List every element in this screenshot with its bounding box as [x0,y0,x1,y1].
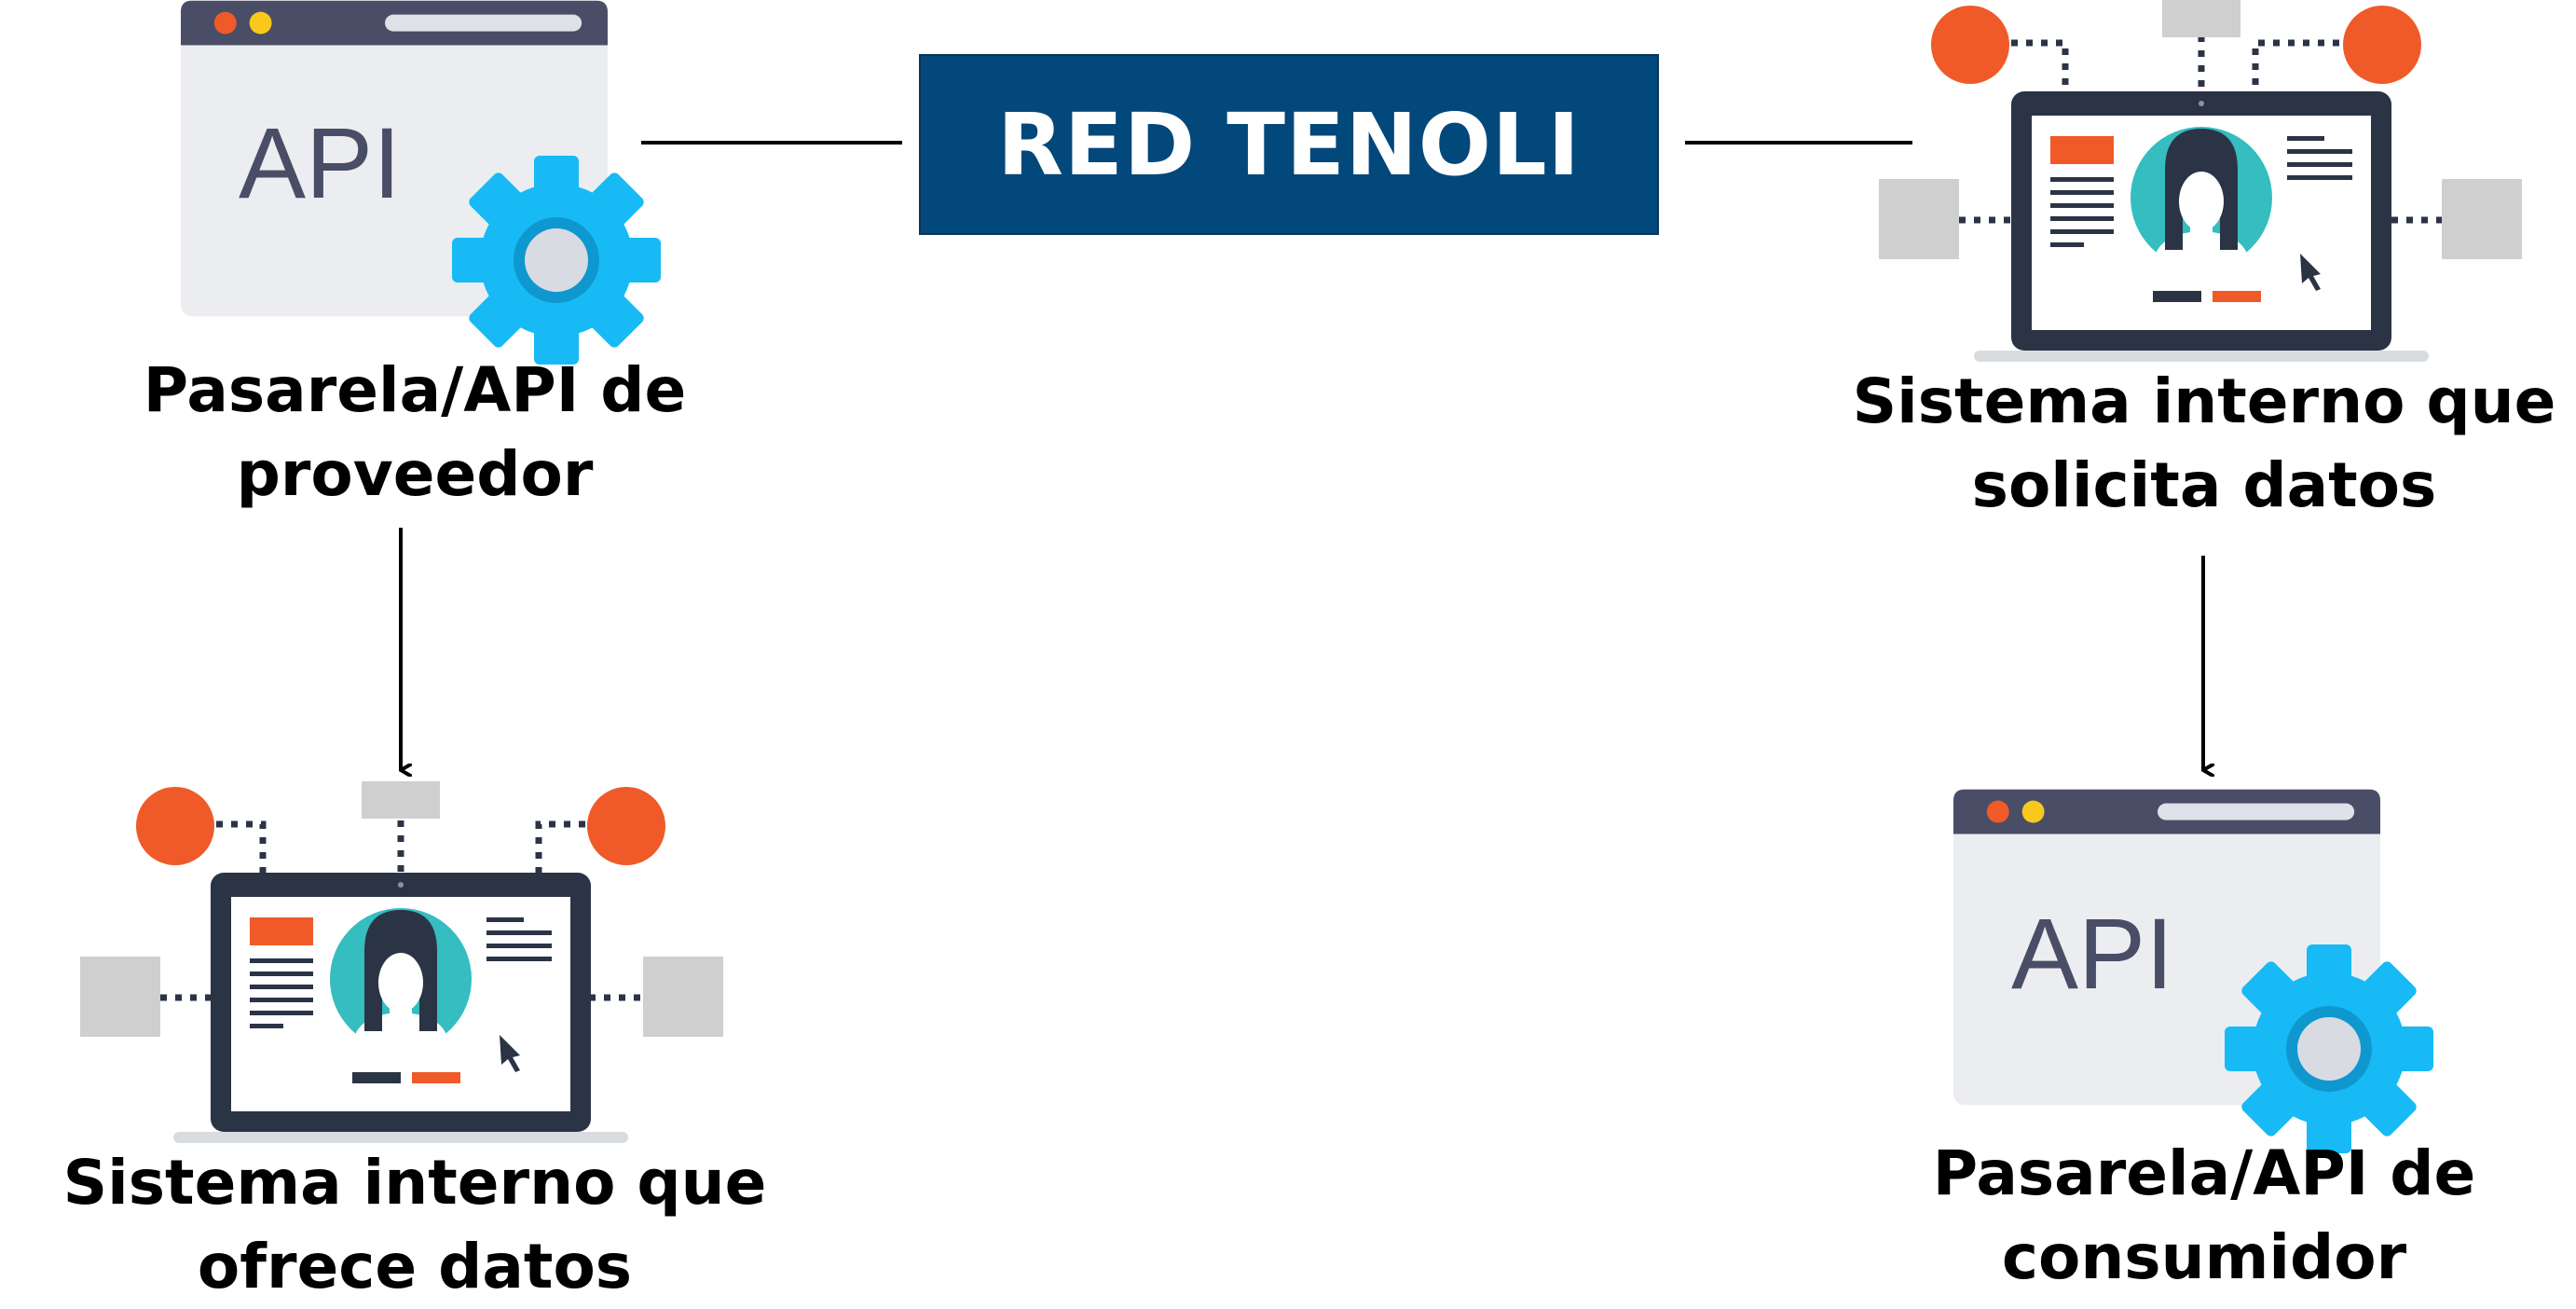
offering-node-icon [643,957,723,1037]
requester-laptop-icon [1974,91,2429,362]
offering-laptop-icon [173,873,628,1143]
requester-node-icon [1879,179,1959,259]
offering-node-icon [80,957,160,1037]
offering-system-label: Sistema interno que ofrece datos [37,1141,792,1309]
requester-network-nodes [1959,35,2442,224]
offering-system-label-line1: Sistema interno que [62,1147,767,1219]
offering-node-icon [136,787,214,865]
network-banner: RED TENOLI [919,54,1659,235]
provider-gateway-label-line2: proveedor [236,438,594,510]
consumer-gateway-label-line2: consumidor [2001,1221,2407,1293]
offering-system-label-line2: ofrece datos [197,1231,633,1302]
consumer-api-text: API [2011,897,2173,1010]
network-banner-label: RED TENOLI [997,94,1581,195]
provider-gateway-label: Pasarela/API de proveedor [93,349,736,517]
requester-node-icon [2343,6,2421,84]
consumer-gear-icon [2225,944,2433,1153]
requester-node-icon [2442,179,2522,259]
offering-node-icon [362,781,440,819]
provider-gear-icon [452,156,661,365]
consumer-api-window-icon: API [1953,789,2380,1106]
consumer-gateway-label: Pasarela/API de consumidor [1883,1132,2526,1300]
offering-network-nodes [160,820,643,1001]
requesting-system-label: Sistema interno que solicita datos [1827,360,2576,528]
requesting-system-label-line2: solicita datos [1971,449,2437,521]
offering-node-icon [587,787,665,865]
provider-api-text: API [239,106,401,219]
requester-node-icon [2162,0,2240,37]
requester-node-icon [1931,6,2009,84]
provider-gateway-label-line1: Pasarela/API de [143,354,687,426]
requesting-system-label-line1: Sistema interno que [1852,365,2556,437]
consumer-gateway-label-line1: Pasarela/API de [1932,1137,2476,1209]
provider-api-window-icon: API [181,0,608,317]
